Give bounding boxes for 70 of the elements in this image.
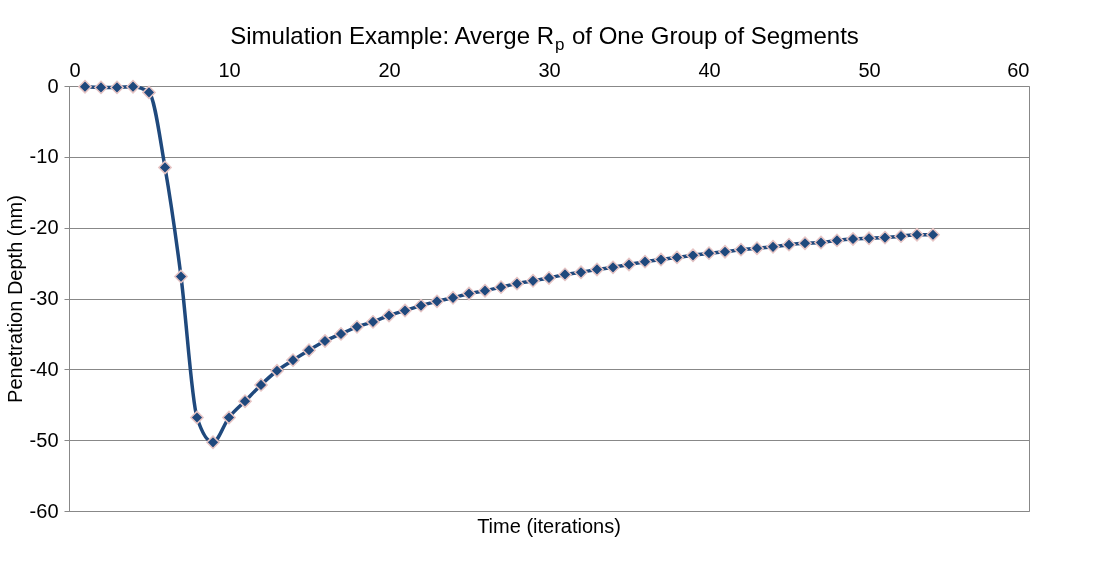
point — [350, 319, 364, 334]
x-tick-label: 50 — [858, 58, 881, 81]
point — [238, 394, 252, 409]
y-tick-label: -60 — [29, 499, 59, 522]
point — [926, 227, 940, 242]
point — [670, 250, 684, 265]
point — [654, 252, 668, 267]
y-tick-label: -50 — [29, 428, 59, 451]
point — [814, 235, 828, 250]
x-tick-label: 30 — [538, 58, 561, 81]
point — [750, 241, 764, 256]
y-tick-label: -10 — [29, 145, 59, 168]
point — [78, 79, 92, 94]
point — [286, 353, 300, 367]
point — [878, 230, 892, 245]
point — [558, 267, 572, 282]
point — [702, 246, 716, 261]
x-axis-title: Time (iterations) — [477, 515, 621, 537]
point — [734, 242, 748, 257]
point — [526, 273, 540, 288]
point — [174, 269, 188, 284]
point — [542, 271, 556, 285]
point — [862, 231, 876, 246]
point — [334, 327, 348, 341]
y-tick-label: -30 — [29, 287, 59, 309]
point — [398, 303, 412, 318]
point — [382, 308, 396, 323]
point — [430, 294, 444, 309]
y-tick-label: -20 — [29, 216, 59, 239]
y-tick-label: 0 — [47, 74, 59, 97]
point — [782, 237, 796, 252]
point — [718, 244, 732, 259]
point — [574, 265, 588, 280]
point — [254, 378, 268, 392]
x-tick-label: 10 — [218, 58, 241, 81]
point — [366, 315, 380, 329]
point — [318, 334, 332, 348]
x-tick-label: 40 — [698, 58, 721, 81]
point — [846, 232, 860, 246]
point — [446, 290, 460, 305]
point — [510, 276, 524, 291]
point — [766, 239, 780, 254]
point — [590, 262, 604, 277]
point — [110, 80, 124, 95]
point — [94, 80, 108, 95]
point — [798, 236, 812, 251]
point — [302, 343, 316, 358]
point — [830, 233, 844, 248]
point — [142, 85, 156, 100]
point — [190, 410, 204, 425]
y-axis-title: Penetration Depth (nm) — [3, 195, 26, 403]
point — [686, 248, 700, 263]
point — [414, 298, 428, 313]
point — [462, 286, 476, 301]
point — [894, 229, 908, 244]
point — [638, 254, 652, 269]
x-tick-label: 60 — [1007, 58, 1030, 81]
point — [158, 160, 172, 175]
x-tick-label: 20 — [378, 58, 401, 81]
point — [270, 363, 284, 378]
point — [910, 227, 924, 242]
x-tick-label: 0 — [69, 58, 81, 81]
point — [222, 410, 236, 425]
point — [606, 260, 620, 275]
point — [206, 435, 220, 450]
point — [622, 257, 636, 272]
point — [478, 283, 492, 298]
point — [126, 79, 140, 94]
y-tick-label: -40 — [29, 357, 59, 380]
point — [494, 280, 508, 295]
